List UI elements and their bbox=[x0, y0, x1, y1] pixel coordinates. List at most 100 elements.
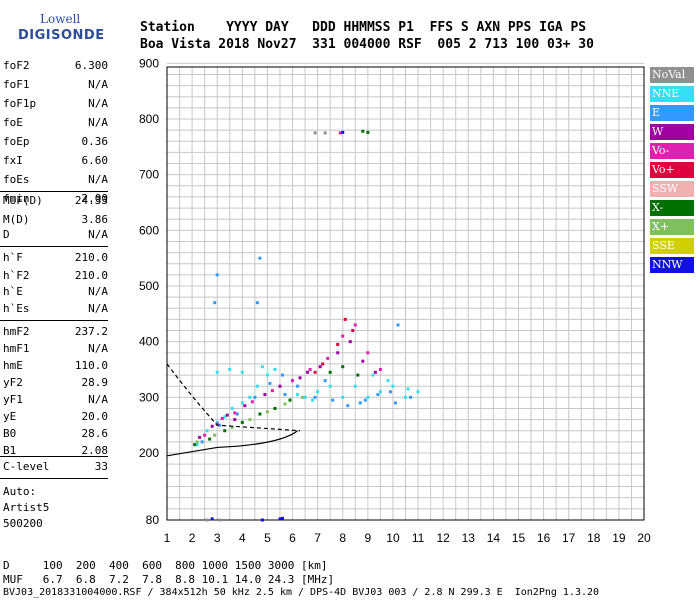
scatter-point bbox=[296, 393, 300, 397]
param-row: yF2 28.9 bbox=[3, 374, 108, 393]
scatter-point bbox=[203, 433, 207, 437]
param-label: fmin bbox=[3, 192, 30, 205]
scatter-point bbox=[416, 390, 420, 394]
x-tick-label: 5 bbox=[264, 531, 271, 545]
x-tick-label: 1 bbox=[164, 531, 171, 545]
param-row: B0 28.6 bbox=[3, 425, 108, 444]
scatter-point bbox=[283, 402, 287, 406]
scatter-point bbox=[265, 373, 269, 377]
auto-label: Auto: bbox=[3, 485, 37, 498]
scatter-point bbox=[376, 393, 380, 397]
legend-item-e: E bbox=[650, 105, 694, 121]
y-tick-label: 500 bbox=[139, 279, 159, 293]
param-label: h`F2 bbox=[3, 269, 30, 282]
scatter-point bbox=[404, 395, 407, 399]
param-value: 6.300 bbox=[74, 59, 108, 72]
separator bbox=[0, 191, 108, 192]
x-tick-label: 14 bbox=[487, 531, 501, 545]
auto-artist: Artist5 bbox=[3, 501, 50, 514]
param-row: M(D) 3.86 bbox=[3, 211, 108, 230]
param-label: D bbox=[3, 228, 10, 241]
footer-info-row: BVJ03_2018331004000.RSF / 384x512h 50 kH… bbox=[3, 587, 600, 598]
param-label: foEs bbox=[3, 173, 30, 186]
scatter-point bbox=[336, 342, 340, 346]
scatter-point bbox=[328, 370, 332, 374]
scatter-point bbox=[328, 384, 332, 388]
scatter-point bbox=[210, 517, 214, 521]
scatter-point bbox=[351, 329, 355, 333]
y-tick-label: 200 bbox=[139, 446, 159, 460]
logo-line2: DIGISONDE bbox=[18, 28, 105, 43]
scatter-point bbox=[223, 429, 227, 433]
x-tick-label: 6 bbox=[289, 531, 296, 545]
x-tick-label: 15 bbox=[512, 531, 526, 545]
scatter-point bbox=[298, 376, 302, 380]
legend-item-ssw: SSW bbox=[650, 181, 694, 197]
y-tick-label: 600 bbox=[139, 223, 159, 237]
param-label: h`F bbox=[3, 251, 23, 264]
param-label: foE bbox=[3, 116, 23, 129]
param-value: 28.9 bbox=[81, 376, 109, 389]
scatter-point bbox=[361, 129, 365, 133]
scatter-point bbox=[243, 404, 247, 408]
param-row: yE 20.0 bbox=[3, 408, 108, 427]
scatter-point bbox=[363, 398, 367, 402]
scatter-point bbox=[291, 379, 295, 383]
legend-item-nne: NNE bbox=[650, 86, 694, 102]
x-tick-label: 20 bbox=[637, 531, 651, 545]
x-tick-label: 10 bbox=[386, 531, 400, 545]
param-label: fxI bbox=[3, 154, 23, 167]
x-tick-label: 16 bbox=[537, 531, 551, 545]
param-value: 0.36 bbox=[81, 135, 109, 148]
scatter-point bbox=[313, 370, 317, 374]
param-label: hmF1 bbox=[3, 342, 30, 355]
scatter-point bbox=[213, 433, 217, 437]
scatter-point bbox=[255, 384, 259, 388]
logo-line1: Lowell bbox=[40, 12, 81, 26]
y-tick-label: 300 bbox=[139, 390, 159, 404]
param-value: N/A bbox=[88, 228, 108, 241]
param-value: N/A bbox=[88, 302, 108, 315]
x-tick-label: 7 bbox=[314, 531, 321, 545]
scatter-point bbox=[366, 351, 370, 355]
scatter-point bbox=[288, 398, 292, 402]
scatter-point bbox=[213, 301, 217, 305]
scatter-point bbox=[223, 415, 227, 419]
param-label: foF2 bbox=[3, 59, 30, 72]
scatter-point bbox=[235, 412, 239, 416]
param-row: h`F2 210.0 bbox=[3, 267, 108, 286]
scatter-point bbox=[341, 130, 345, 134]
scatter-point bbox=[220, 416, 224, 420]
scatter-point bbox=[406, 387, 410, 391]
legend-item-sse: SSE bbox=[650, 238, 694, 254]
param-value: N/A bbox=[88, 285, 108, 298]
param-value: N/A bbox=[88, 173, 108, 186]
param-value: N/A bbox=[88, 78, 108, 91]
scatter-point bbox=[230, 425, 234, 429]
scatter-point bbox=[215, 370, 219, 374]
scatter-point bbox=[331, 398, 335, 402]
scatter-point bbox=[356, 373, 360, 377]
x-tick-label: 13 bbox=[462, 531, 476, 545]
param-label: B1 bbox=[3, 444, 17, 457]
scatter-point bbox=[218, 423, 222, 427]
x-tick-label: 11 bbox=[412, 531, 425, 545]
param-row: fmin 2.00 bbox=[3, 190, 108, 209]
scatter-point bbox=[283, 393, 287, 397]
scatter-point bbox=[268, 381, 272, 385]
scatter-point bbox=[230, 406, 234, 410]
param-row: fxI 6.60 bbox=[3, 152, 108, 171]
separator bbox=[0, 478, 108, 479]
scatter-point bbox=[353, 384, 357, 388]
auto-code: 500200 bbox=[3, 517, 43, 530]
scatter-point bbox=[208, 437, 212, 441]
param-value: 28.6 bbox=[81, 427, 109, 440]
scatter-point bbox=[205, 518, 209, 522]
y-tick-label: 900 bbox=[139, 56, 159, 70]
legend-item-x-plus: X+ bbox=[650, 219, 694, 235]
profile-dashed-curve bbox=[166, 363, 301, 432]
scatter-point bbox=[316, 390, 320, 394]
param-value: 20.0 bbox=[81, 410, 109, 423]
legend-item-w: W bbox=[650, 124, 694, 140]
scatter-point bbox=[215, 422, 219, 426]
